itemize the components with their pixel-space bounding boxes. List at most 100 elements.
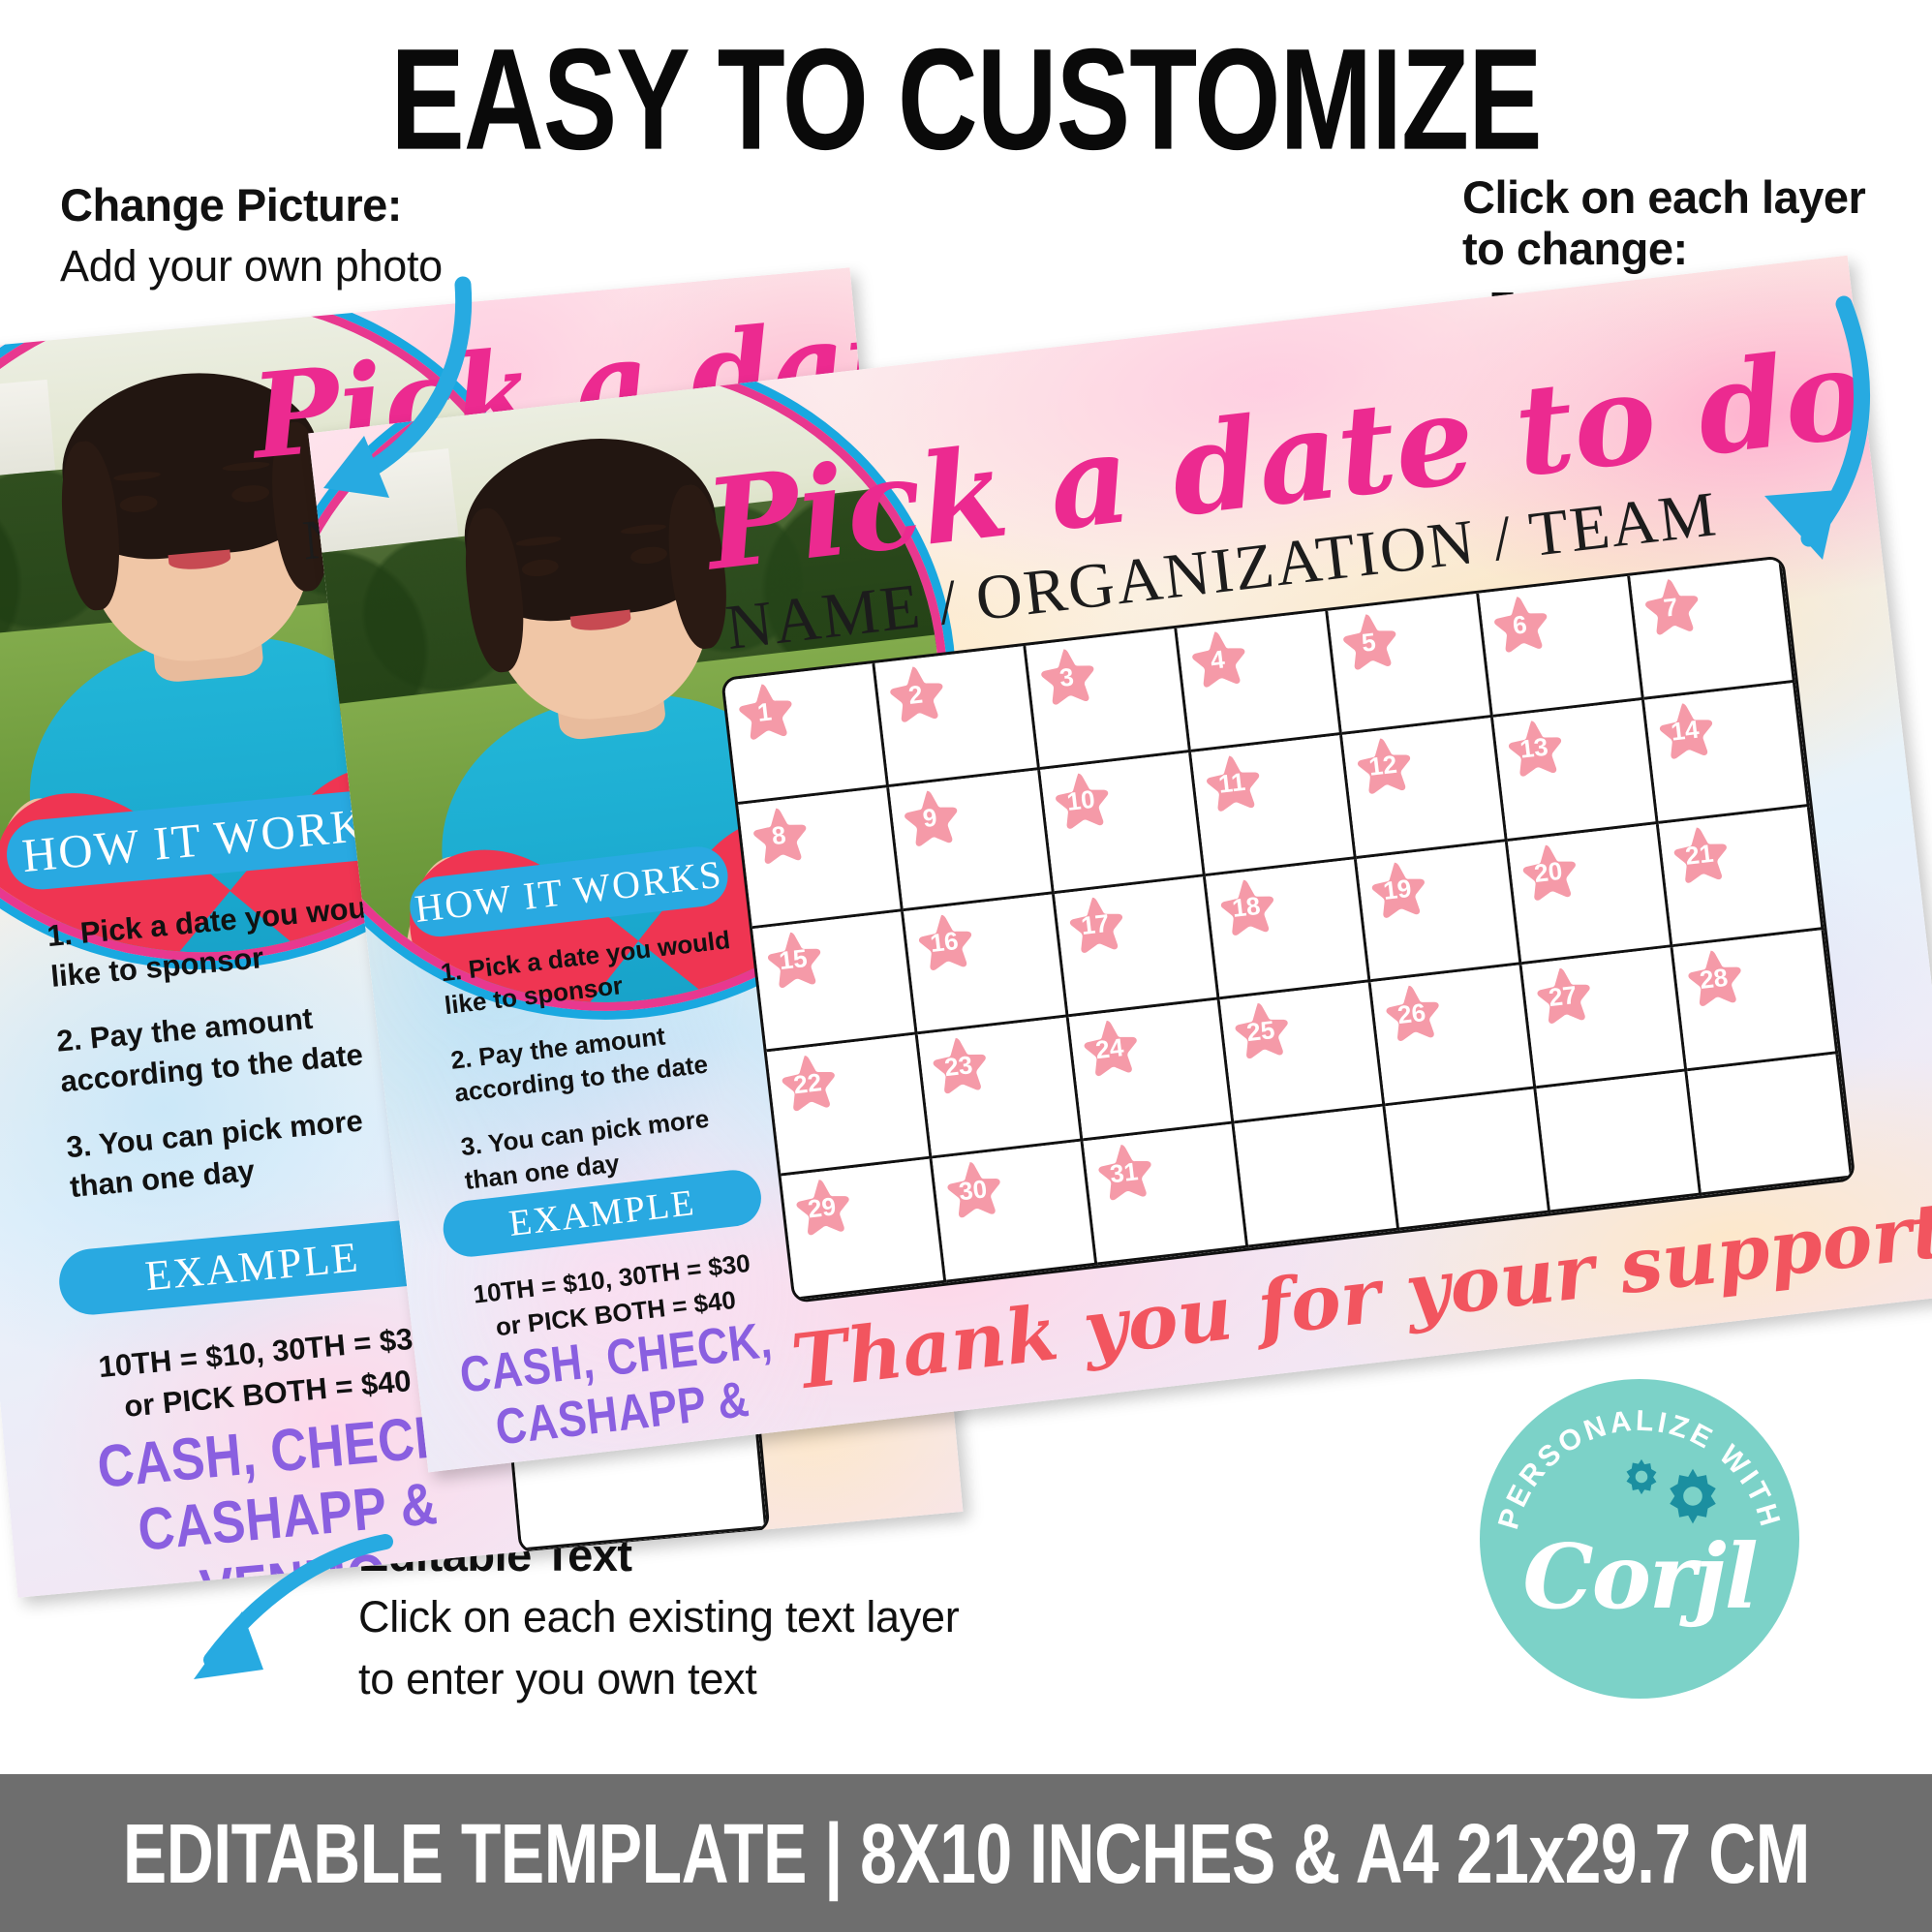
day-number: 13 — [1518, 731, 1550, 765]
day-number: 21 — [1683, 838, 1715, 871]
calendar-cell[interactable]: 24 — [1068, 999, 1235, 1142]
day-star-icon: 15 — [759, 926, 828, 995]
day-number: 26 — [1395, 997, 1427, 1029]
calendar-cell[interactable]: 17 — [1054, 875, 1220, 1018]
calendar-cell[interactable]: 14 — [1643, 682, 1810, 824]
day-number: 23 — [942, 1050, 974, 1083]
day-star-icon: 14 — [1651, 696, 1720, 765]
calendar-cell[interactable]: 16 — [903, 893, 1069, 1035]
calendar-cell[interactable]: 23 — [917, 1017, 1084, 1159]
calendar-cell[interactable]: 26 — [1370, 965, 1537, 1107]
corjl-brand-text: Corjl — [1522, 1524, 1758, 1629]
personalize-with-corjl-badge[interactable]: PERSONALIZE WITH Corjl — [1480, 1379, 1799, 1699]
annotation-editable-text-body-1: Click on each existing text layer — [358, 1591, 960, 1641]
template-preview-card-front[interactable]: Pick a date to donate NAME / ORGANIZATIO… — [308, 255, 1932, 1473]
day-star-icon: 20 — [1514, 838, 1582, 906]
day-star-icon: 23 — [924, 1032, 993, 1101]
day-number: 25 — [1244, 1014, 1276, 1048]
bottom-banner: EDITABLE TEMPLATE | 8X10 INCHES & A4 21x… — [0, 1774, 1932, 1932]
day-star-icon: 19 — [1363, 856, 1431, 925]
calendar-cell[interactable] — [1536, 1071, 1702, 1213]
day-number: 30 — [957, 1173, 989, 1207]
day-number: 15 — [777, 943, 810, 976]
day-star-icon: 10 — [1047, 767, 1116, 836]
day-star-icon: 3 — [1032, 643, 1101, 712]
day-number: 16 — [928, 926, 961, 959]
gear-icon-large — [1670, 1468, 1716, 1524]
calendar-cell[interactable]: 1 — [723, 662, 890, 805]
calendar-cell[interactable]: 3 — [1026, 628, 1192, 770]
calendar-cell[interactable] — [1385, 1089, 1551, 1231]
calendar-cell[interactable]: 18 — [1205, 858, 1371, 1000]
calendar-cell[interactable]: 7 — [1630, 558, 1795, 700]
day-number: 14 — [1669, 714, 1702, 748]
calendar-cell[interactable]: 25 — [1219, 982, 1386, 1124]
bottom-banner-text: EDITABLE TEMPLATE | 8X10 INCHES & A4 21x… — [122, 1805, 1810, 1901]
annotation-click-layer-title-1: Click on each layer — [1462, 171, 1866, 223]
day-star-icon: 28 — [1679, 944, 1748, 1013]
annotation-change-picture: Change Picture: Add your own photo — [60, 179, 443, 292]
day-number: 28 — [1698, 962, 1730, 995]
day-star-icon: 8 — [745, 802, 813, 871]
calendar-cell[interactable]: 12 — [1342, 717, 1508, 859]
card-front-calendar[interactable]: 1 2 3 4 5 6 7 8 9 10 11 12 13 14 15 16 17 18 19 20 21 22 23 24 2… — [721, 555, 1856, 1303]
calendar-cell[interactable]: 9 — [889, 769, 1055, 911]
day-number: 19 — [1381, 873, 1413, 906]
annotation-change-picture-body: Add your own photo — [60, 240, 443, 291]
day-star-icon: 4 — [1183, 626, 1252, 694]
calendar-cell[interactable]: 11 — [1191, 734, 1357, 876]
day-star-icon: 12 — [1349, 732, 1418, 801]
day-star-icon: 22 — [773, 1050, 842, 1119]
day-star-icon: 13 — [1500, 715, 1569, 783]
day-star-icon: 31 — [1089, 1138, 1158, 1207]
calendar-cell[interactable]: 6 — [1479, 575, 1644, 718]
calendar-cell[interactable]: 5 — [1328, 593, 1494, 735]
calendar-cell[interactable]: 31 — [1083, 1123, 1249, 1266]
day-star-icon: 21 — [1665, 820, 1733, 889]
gear-icon-small — [1626, 1458, 1657, 1495]
day-star-icon: 29 — [787, 1174, 856, 1242]
day-number: 12 — [1366, 749, 1399, 782]
calendar-cell[interactable]: 8 — [738, 786, 904, 929]
day-star-icon: 16 — [910, 908, 979, 977]
day-star-icon: 30 — [938, 1156, 1007, 1225]
annotation-change-picture-title: Change Picture: — [60, 179, 402, 230]
day-number: 27 — [1547, 979, 1579, 1012]
day-star-icon: 27 — [1528, 962, 1597, 1030]
calendar-cell[interactable]: 21 — [1658, 806, 1825, 948]
calendar-cell[interactable] — [1687, 1054, 1854, 1196]
day-star-icon: 26 — [1377, 979, 1446, 1048]
day-star-icon: 11 — [1198, 750, 1267, 818]
day-number: 29 — [806, 1190, 838, 1224]
day-star-icon: 2 — [881, 660, 950, 729]
day-number: 20 — [1532, 855, 1564, 889]
annotation-editable-text-body-2: to enter you own text — [358, 1653, 757, 1703]
calendar-cell[interactable]: 4 — [1177, 610, 1343, 752]
day-number: 10 — [1064, 784, 1097, 817]
day-star-icon: 25 — [1226, 997, 1295, 1066]
calendar-cell[interactable]: 30 — [932, 1141, 1098, 1283]
calendar-cell[interactable]: 19 — [1356, 841, 1522, 983]
calendar-cell[interactable]: 2 — [874, 645, 1041, 787]
calendar-cell[interactable]: 13 — [1493, 699, 1659, 842]
day-star-icon: 18 — [1211, 874, 1280, 942]
day-number: 18 — [1230, 890, 1262, 924]
calendar-cell[interactable]: 22 — [766, 1034, 933, 1177]
calendar-cell[interactable] — [1234, 1106, 1400, 1248]
day-star-icon: 5 — [1334, 608, 1403, 677]
calendar-cell[interactable]: 28 — [1672, 930, 1839, 1072]
day-number: 31 — [1108, 1155, 1140, 1189]
day-star-icon: 7 — [1637, 573, 1705, 642]
calendar-cell[interactable]: 20 — [1507, 823, 1673, 966]
day-star-icon: 9 — [896, 784, 965, 853]
day-star-icon: 1 — [730, 678, 799, 747]
annotation-click-layer-title-2: to change: — [1462, 222, 1688, 274]
calendar-cell[interactable]: 15 — [752, 910, 918, 1053]
calendar-cell[interactable]: 10 — [1040, 751, 1206, 894]
day-number: 24 — [1093, 1031, 1125, 1065]
calendar-cell[interactable]: 27 — [1521, 947, 1688, 1089]
calendar-cell[interactable]: 29 — [781, 1158, 947, 1301]
day-number: 22 — [791, 1067, 823, 1100]
step-3-line-1: 3. You can pick more — [64, 1103, 365, 1165]
